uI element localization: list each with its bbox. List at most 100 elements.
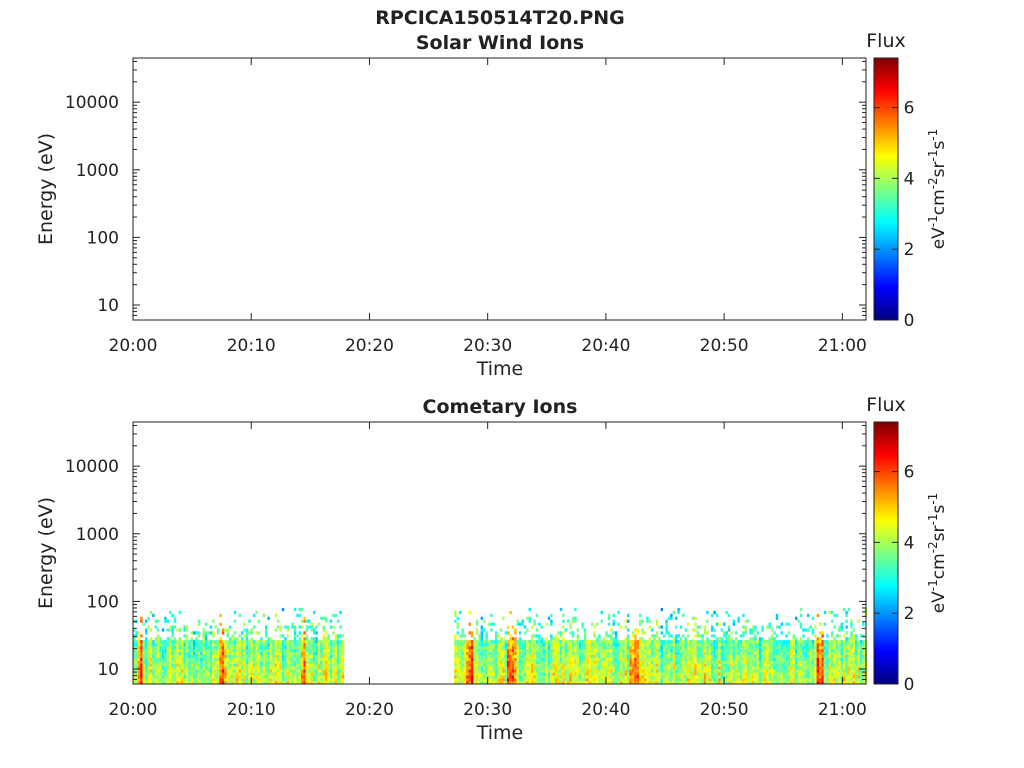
flux-cell (655, 631, 659, 635)
flux-cell (473, 663, 476, 667)
flux-cell (147, 669, 150, 673)
flux-cell (677, 660, 680, 664)
flux-cell (298, 651, 301, 655)
flux-cell (471, 654, 474, 658)
flux-cell (492, 640, 495, 644)
flux-cell (658, 640, 661, 644)
flux-cell (658, 637, 661, 641)
flux-cell (528, 669, 531, 673)
flux-cell (137, 666, 141, 670)
flux-cell (207, 666, 210, 670)
flux-cell (202, 640, 205, 644)
flux-cell (185, 654, 189, 658)
flux-cell (665, 675, 668, 679)
flux-cell (526, 675, 529, 679)
flux-cell (301, 669, 304, 673)
flux-cell (511, 654, 515, 658)
flux-cell (456, 678, 459, 682)
flux-cell (173, 648, 177, 653)
flux-cell (238, 657, 241, 661)
flux-cell (735, 648, 738, 653)
flux-cell (279, 628, 282, 632)
flux-cell (269, 669, 273, 673)
flux-cell (773, 640, 776, 644)
flux-cell (857, 669, 860, 673)
flux-cell (562, 675, 565, 679)
flux-cell (763, 646, 767, 650)
flux-cell (559, 678, 563, 682)
flux-cell (284, 643, 287, 647)
flux-cell (454, 643, 457, 647)
flux-cell (286, 678, 289, 682)
flux-cell (641, 628, 644, 632)
flux-cell (154, 663, 157, 667)
flux-cell (816, 613, 819, 617)
flux-cell (260, 657, 263, 661)
flux-cell (298, 631, 301, 635)
flux-cell (821, 669, 824, 673)
flux-cell (538, 654, 541, 658)
flux-cell (327, 654, 330, 658)
flux-cell (281, 669, 285, 673)
flux-cell (653, 660, 656, 664)
flux-cell (265, 625, 268, 629)
flux-cell (207, 640, 210, 644)
flux-cell (531, 634, 534, 638)
flux-cell (310, 654, 313, 658)
flux-cell (862, 675, 865, 679)
flux-cell (142, 654, 145, 658)
flux-cell (559, 672, 563, 676)
flux-cell (332, 681, 335, 685)
flux-cell (747, 619, 750, 623)
flux-cell (325, 654, 328, 658)
flux-cell (317, 622, 321, 626)
flux-cell (243, 640, 246, 644)
flux-cell (557, 637, 560, 641)
flux-cell (207, 675, 210, 679)
flux-cell (169, 648, 172, 653)
flux-cell (313, 648, 316, 653)
flux-cell (833, 648, 836, 653)
flux-cell (809, 646, 812, 650)
flux-cell (281, 663, 285, 667)
flux-cell (157, 648, 160, 653)
flux-cell (610, 678, 613, 682)
flux-cell (605, 657, 608, 661)
flux-cell (509, 646, 512, 650)
flux-cell (329, 640, 333, 644)
flux-cell (607, 616, 611, 620)
flux-cell (219, 660, 222, 664)
flux-cell (245, 648, 249, 653)
flux-cell (543, 651, 546, 655)
flux-cell (735, 675, 738, 679)
flux-cell (557, 657, 560, 661)
flux-cell (499, 654, 503, 658)
flux-cell (775, 616, 779, 620)
x-tick-label: 20:30 (463, 700, 512, 720)
flux-cell (545, 663, 548, 667)
flux-cell (171, 681, 174, 685)
flux-cell (185, 672, 189, 676)
flux-cell (855, 669, 858, 673)
flux-cell (646, 681, 649, 685)
flux-cell (850, 625, 853, 629)
flux-cell (715, 663, 719, 667)
flux-cell (310, 678, 313, 682)
flux-cell (732, 648, 735, 653)
flux-cell (689, 663, 692, 667)
flux-cell (212, 634, 215, 638)
flux-cell (826, 672, 829, 676)
flux-cell (771, 675, 774, 679)
flux-cell (607, 681, 611, 685)
flux-cell (689, 643, 692, 647)
flux-cell (281, 651, 285, 655)
flux-cell (658, 675, 661, 679)
flux-cell (797, 654, 800, 658)
flux-cell (838, 643, 841, 647)
flux-cell (857, 678, 860, 682)
flux-cell (459, 634, 462, 638)
flux-cell (149, 637, 153, 641)
flux-cell (725, 651, 728, 655)
flux-cell (828, 663, 831, 667)
x-tick-label: 20:40 (581, 700, 630, 720)
